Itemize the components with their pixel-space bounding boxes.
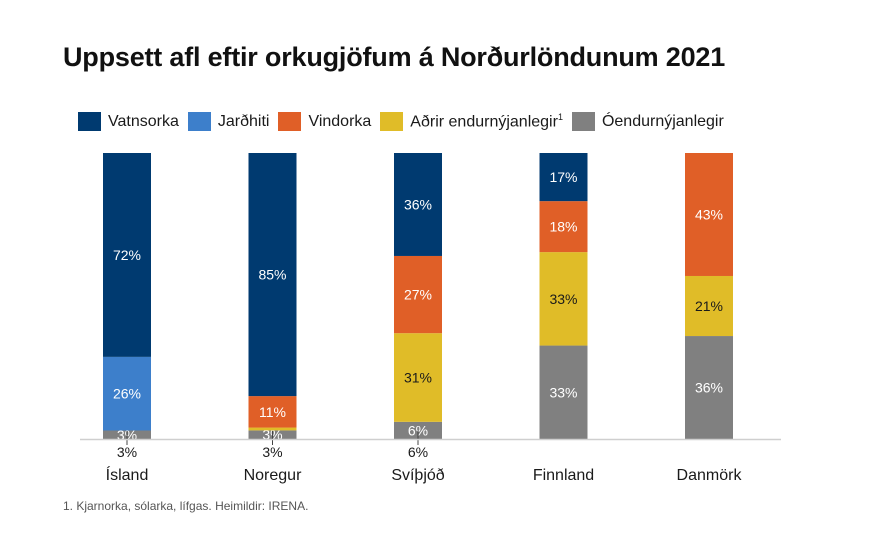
bar-segment-adrir-endurnyjanlegir-svithjod <box>394 333 442 422</box>
chart-title: Uppsett afl eftir orkugjöfum á Norðurlön… <box>63 42 726 72</box>
data-label: 72% <box>113 247 141 263</box>
bar-segment-adrir-endurnyjanlegir-danmork <box>685 275 733 337</box>
bar-segment-oendurnyjanlegir-svithjod <box>394 421 442 439</box>
bar-segment-oendurnyjanlegir-danmork <box>685 336 733 439</box>
legend-swatch <box>187 112 211 132</box>
legend-label: Jarðhiti <box>217 112 270 130</box>
x-tick-label: Noregur <box>244 467 302 484</box>
data-label: 3% <box>117 444 137 460</box>
legend: Vatnsorka Jarðhiti Vindorka Aðrir endurn… <box>78 112 733 132</box>
bar-segment-oendurnyjanlegir-finnland <box>539 345 588 439</box>
data-label: 6% <box>408 422 428 438</box>
legend-label: Vatnsorka <box>108 112 179 130</box>
bar-segment-adrir-endurnyjanlegir-noregur <box>248 427 297 431</box>
bar-segment-vindorka-danmork <box>685 153 733 276</box>
legend-item-vatnsorka: Vatnsorka <box>78 112 179 132</box>
data-label: 17% <box>549 169 577 185</box>
data-label: 43% <box>695 206 723 222</box>
x-tick-label: Finnland <box>533 467 594 484</box>
bar-segment-vindorka-svithjod <box>394 255 442 334</box>
legend-item-jardhiti: Jarðhiti <box>187 112 270 132</box>
legend-label: Aðrir endurnýjanlegir1 <box>410 112 563 131</box>
data-label: 6% <box>408 444 428 460</box>
legend-swatch <box>380 112 404 132</box>
legend-item-oendurnyjanlegir: Óendurnýjanlegir <box>571 112 724 132</box>
legend-swatch <box>78 112 101 132</box>
legend-label: Óendurnýjanlegir <box>601 112 724 130</box>
data-label: 18% <box>549 219 577 235</box>
legend-label: Vindorka <box>308 112 372 130</box>
x-tick-label: Svíþjóð <box>391 467 444 484</box>
bar-segment-vatnsorka-finnland <box>539 153 588 202</box>
legend-swatch <box>278 112 302 132</box>
legend-item-vindorka: Vindorka <box>278 112 372 132</box>
bar-segment-vatnsorka-svithjod <box>394 153 442 256</box>
data-label: 36% <box>695 380 723 396</box>
bar-segment-vindorka-finnland <box>539 201 588 253</box>
data-label: 33% <box>549 291 577 307</box>
data-label: 36% <box>404 196 432 212</box>
x-tick-label: Ísland <box>106 465 149 484</box>
data-label: 31% <box>404 370 432 386</box>
data-label: 26% <box>113 386 141 402</box>
data-label: 85% <box>258 267 286 283</box>
footnote: 1. Kjarnorka, sólarka, lífgas. Heimildir… <box>63 499 309 513</box>
data-label: 33% <box>549 384 577 400</box>
data-label: 27% <box>404 287 432 303</box>
bar-segment-jardhiti-island <box>103 356 151 431</box>
footnote-marker: 1 <box>557 112 563 122</box>
bar-segment-adrir-endurnyjanlegir-finnland <box>539 252 588 346</box>
bar-segment-vatnsorka-noregur <box>248 153 297 397</box>
data-label: 3% <box>262 444 282 460</box>
bar-segment-vatnsorka-island <box>103 153 151 357</box>
bar-segment-vindorka-noregur <box>248 396 297 428</box>
legend-item-adrir-endurnyjanlegir: Aðrir endurnýjanlegir1 <box>380 112 563 132</box>
x-tick-label: Danmörk <box>677 467 743 484</box>
data-label: 21% <box>695 298 723 314</box>
legend-swatch <box>571 112 595 132</box>
data-label: 11% <box>259 404 286 420</box>
